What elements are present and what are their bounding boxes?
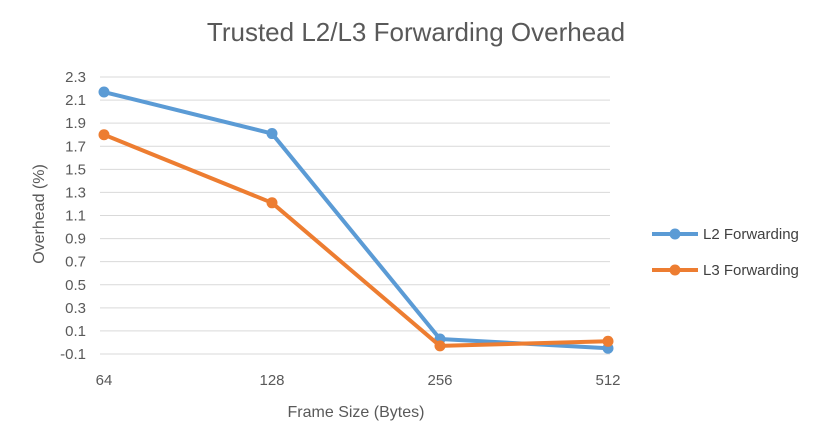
y-tick-label: 1.9 xyxy=(65,115,86,132)
y-tick-label: 1.5 xyxy=(65,161,86,178)
x-tick-label: 512 xyxy=(595,372,620,389)
y-axis-title: Overhead (%) xyxy=(31,164,48,264)
legend: L2 Forwarding L3 Forwarding xyxy=(652,226,799,279)
y-tick-label: 1.1 xyxy=(65,208,86,225)
data-point-2 xyxy=(434,340,446,352)
gridlines xyxy=(100,76,610,355)
y-tick-label: 2.1 xyxy=(65,92,86,109)
data-point-1 xyxy=(98,86,110,98)
series-line-1 xyxy=(103,90,609,351)
x-tick-label: 256 xyxy=(427,372,452,389)
y-tick-label: 0.5 xyxy=(65,277,86,294)
y-axis-ticks: 2.3 2.1 1.9 1.7 1.5 1.3 1.1 0.9 0.7 0.5 0.3 0.1 -0.1 xyxy=(60,69,86,363)
chart-title: Trusted L2/L3 Forwarding Overhead xyxy=(207,17,625,47)
data-point-2 xyxy=(98,129,110,141)
x-tick-label: 64 xyxy=(96,372,113,389)
y-tick-label: 1.7 xyxy=(65,138,86,155)
x-axis-ticks: 64 128 256 512 xyxy=(96,372,621,389)
y-tick-label: -0.1 xyxy=(60,346,86,363)
data-point-2 xyxy=(266,197,278,209)
x-axis-title: Frame Size (Bytes) xyxy=(288,404,425,421)
y-tick-label: 2.3 xyxy=(65,69,86,86)
x-tick-label: 128 xyxy=(259,372,284,389)
series-lines xyxy=(98,86,614,354)
y-tick-label: 1.3 xyxy=(65,184,86,201)
legend-label: L3 Forwarding xyxy=(703,262,799,279)
y-tick-label: 0.7 xyxy=(65,254,86,271)
y-tick-label: 0.9 xyxy=(65,231,86,248)
legend-label: L2 Forwarding xyxy=(703,226,799,243)
data-point-2 xyxy=(602,335,614,347)
legend-marker xyxy=(669,228,681,240)
y-tick-label: 0.1 xyxy=(65,323,86,340)
series-line-2 xyxy=(103,132,609,348)
legend-marker xyxy=(669,264,681,276)
y-tick-label: 0.3 xyxy=(65,300,86,317)
data-point-1 xyxy=(266,128,278,140)
